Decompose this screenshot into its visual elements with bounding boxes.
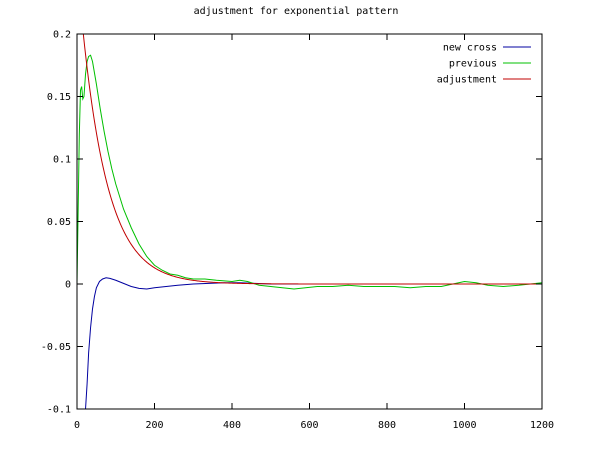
- x-tick-label: 800: [378, 420, 396, 431]
- legend-label: adjustment: [437, 75, 497, 86]
- legend-label: new cross: [443, 43, 497, 54]
- x-tick-label: 1200: [530, 420, 554, 431]
- legend-label: previous: [449, 59, 497, 70]
- x-tick-label: 1000: [452, 420, 476, 431]
- y-tick-label: -0.05: [41, 342, 71, 353]
- series-line-adjustment: [82, 34, 542, 285]
- legend: new cross previous adjustment: [437, 43, 531, 86]
- ticks-layer: 0 200 400 600 800 1000 1200 -0.1 -0.05 0 0.05 0.1 0.…: [41, 30, 554, 432]
- y-tick-label: -0.1: [47, 405, 71, 416]
- y-tick-label: 0.05: [47, 217, 71, 228]
- y-tick-label: 0.2: [53, 30, 71, 41]
- plot-frame: [76, 33, 543, 410]
- series-line-previous: [77, 54, 542, 290]
- chart-title: adjustment for exponential pattern: [194, 6, 399, 17]
- x-tick-label: 0: [74, 420, 80, 431]
- x-tick-label: 400: [223, 420, 241, 431]
- series-layer: [77, 34, 542, 409]
- y-tick-label: 0.1: [53, 155, 71, 166]
- y-tick-label: 0.15: [47, 92, 71, 103]
- y-tick-label: 0: [65, 280, 71, 291]
- series-line-new-cross: [85, 277, 542, 409]
- x-tick-label: 200: [145, 420, 163, 431]
- x-tick-label: 600: [300, 420, 318, 431]
